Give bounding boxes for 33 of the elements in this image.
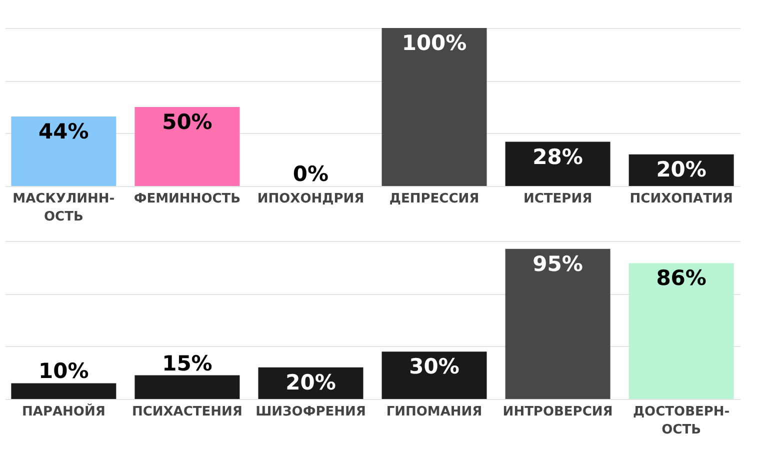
bar xyxy=(11,116,116,186)
x-tick-label: ИСТЕРИЯ xyxy=(523,192,592,206)
data-label: 15% xyxy=(162,351,212,376)
data-label: 20% xyxy=(656,157,706,182)
bar xyxy=(134,375,240,399)
x-tick-label: ГИПОМАНИЯ xyxy=(386,404,482,420)
x-tick-label: ПАРАНОЙЯ xyxy=(22,402,106,420)
bar xyxy=(505,248,610,399)
x-tick-label: ПСИХАСТЕНИЯ xyxy=(132,404,242,420)
x-tick-label: ШИЗОФРЕНИЯ xyxy=(256,404,366,420)
x-tick-label: ДЕПРЕССИЯ xyxy=(389,192,480,206)
data-label: 30% xyxy=(409,354,460,379)
x-tick-label: ИНТРОВЕРСИЯ xyxy=(502,404,613,420)
data-label: 28% xyxy=(532,144,583,169)
x-tick-label: ДОСТОВЕРН-ОСТЬ xyxy=(632,404,730,438)
data-label: 20% xyxy=(286,370,336,394)
data-label: 95% xyxy=(532,252,583,276)
x-tick-label: ПСИХОПАТИЯ xyxy=(630,192,733,206)
data-label: 100% xyxy=(402,31,467,55)
bar xyxy=(505,142,610,186)
data-label: 50% xyxy=(162,110,212,134)
bar xyxy=(382,28,487,186)
x-tick-label: ФЕМИННОСТЬ xyxy=(134,192,241,206)
x-tick-label: ИПОХОНДРИЯ xyxy=(257,192,364,206)
bar xyxy=(382,352,487,399)
bar xyxy=(134,107,240,186)
bar xyxy=(11,383,116,399)
x-tick-label: МАСКУЛИНН-ОСТЬ xyxy=(12,192,115,224)
bar xyxy=(628,263,734,399)
data-label: 10% xyxy=(38,359,89,384)
data-label: 86% xyxy=(656,266,706,290)
data-label: 44% xyxy=(38,119,89,144)
data-label: 0% xyxy=(292,162,329,186)
